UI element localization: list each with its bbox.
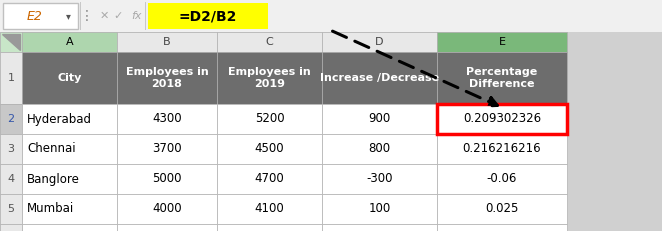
Bar bbox=[3, 3, 78, 29]
Bar bbox=[148, 3, 268, 29]
Text: D: D bbox=[375, 37, 384, 47]
Text: 5200: 5200 bbox=[255, 112, 284, 125]
Text: 4700: 4700 bbox=[255, 173, 285, 185]
Bar bbox=[80, 2, 81, 30]
Bar bbox=[437, 224, 567, 231]
Text: Banglore: Banglore bbox=[27, 173, 80, 185]
Bar bbox=[217, 52, 322, 104]
Text: 4100: 4100 bbox=[255, 203, 285, 216]
Bar bbox=[322, 164, 437, 194]
Text: Chennai: Chennai bbox=[27, 143, 75, 155]
Text: Hyderabad: Hyderabad bbox=[27, 112, 92, 125]
Bar bbox=[322, 194, 437, 224]
Bar bbox=[117, 164, 217, 194]
Bar bbox=[117, 134, 217, 164]
Text: Increase /Decrease: Increase /Decrease bbox=[320, 73, 439, 83]
Bar bbox=[0, 104, 22, 134]
Text: =D2/B2: =D2/B2 bbox=[179, 9, 237, 23]
Bar bbox=[217, 224, 322, 231]
Text: City: City bbox=[58, 73, 81, 83]
Text: 1: 1 bbox=[7, 73, 15, 83]
Text: 3: 3 bbox=[7, 144, 15, 154]
Text: 3700: 3700 bbox=[152, 143, 182, 155]
Text: ✓: ✓ bbox=[113, 11, 122, 21]
Text: 0.209302326: 0.209302326 bbox=[463, 112, 541, 125]
Text: C: C bbox=[265, 37, 273, 47]
Text: Employees in
2018: Employees in 2018 bbox=[126, 67, 209, 89]
Text: 800: 800 bbox=[369, 143, 391, 155]
Bar bbox=[217, 164, 322, 194]
Bar bbox=[22, 134, 117, 164]
Text: 4: 4 bbox=[7, 174, 15, 184]
Text: Percentage
Difference: Percentage Difference bbox=[466, 67, 538, 89]
Bar bbox=[322, 32, 437, 52]
Bar bbox=[217, 194, 322, 224]
Text: ⋮: ⋮ bbox=[80, 9, 94, 23]
Text: 5: 5 bbox=[7, 204, 15, 214]
Bar bbox=[22, 194, 117, 224]
Bar bbox=[0, 194, 22, 224]
Text: 4500: 4500 bbox=[255, 143, 284, 155]
Text: Employees in
2019: Employees in 2019 bbox=[228, 67, 311, 89]
Text: ▾: ▾ bbox=[66, 11, 70, 21]
Bar bbox=[437, 134, 567, 164]
Text: Mumbai: Mumbai bbox=[27, 203, 74, 216]
Bar bbox=[437, 164, 567, 194]
Bar bbox=[22, 104, 117, 134]
Text: 2: 2 bbox=[7, 114, 15, 124]
Bar bbox=[0, 224, 22, 231]
Bar bbox=[322, 52, 437, 104]
Text: 100: 100 bbox=[368, 203, 391, 216]
Bar bbox=[117, 194, 217, 224]
Polygon shape bbox=[2, 34, 20, 50]
Bar bbox=[117, 224, 217, 231]
Text: E2: E2 bbox=[27, 9, 43, 22]
Bar bbox=[437, 32, 567, 52]
Text: 0.216216216: 0.216216216 bbox=[463, 143, 542, 155]
Bar bbox=[437, 104, 567, 134]
Bar bbox=[217, 134, 322, 164]
Bar bbox=[0, 164, 22, 194]
Text: E: E bbox=[498, 37, 506, 47]
Bar bbox=[117, 52, 217, 104]
Text: ✕: ✕ bbox=[99, 11, 109, 21]
Bar bbox=[0, 52, 22, 104]
Text: -300: -300 bbox=[366, 173, 393, 185]
Text: 0.025: 0.025 bbox=[485, 203, 519, 216]
Bar bbox=[22, 32, 117, 52]
Bar bbox=[145, 2, 146, 30]
Text: -0.06: -0.06 bbox=[487, 173, 517, 185]
Bar bbox=[322, 224, 437, 231]
Bar bbox=[0, 32, 22, 52]
Bar bbox=[0, 134, 22, 164]
Bar bbox=[322, 104, 437, 134]
Text: 4300: 4300 bbox=[152, 112, 182, 125]
Bar bbox=[437, 52, 567, 104]
Bar bbox=[117, 32, 217, 52]
Text: fx: fx bbox=[131, 11, 141, 21]
Bar bbox=[22, 52, 117, 104]
Bar bbox=[217, 104, 322, 134]
Bar bbox=[217, 32, 322, 52]
Bar bbox=[22, 224, 117, 231]
Bar bbox=[22, 164, 117, 194]
Text: 5000: 5000 bbox=[152, 173, 182, 185]
Text: 900: 900 bbox=[368, 112, 391, 125]
Bar bbox=[0, 0, 662, 32]
Text: B: B bbox=[164, 37, 171, 47]
Text: 4000: 4000 bbox=[152, 203, 182, 216]
Bar bbox=[437, 194, 567, 224]
Bar bbox=[117, 104, 217, 134]
Text: A: A bbox=[66, 37, 73, 47]
Bar bbox=[322, 134, 437, 164]
